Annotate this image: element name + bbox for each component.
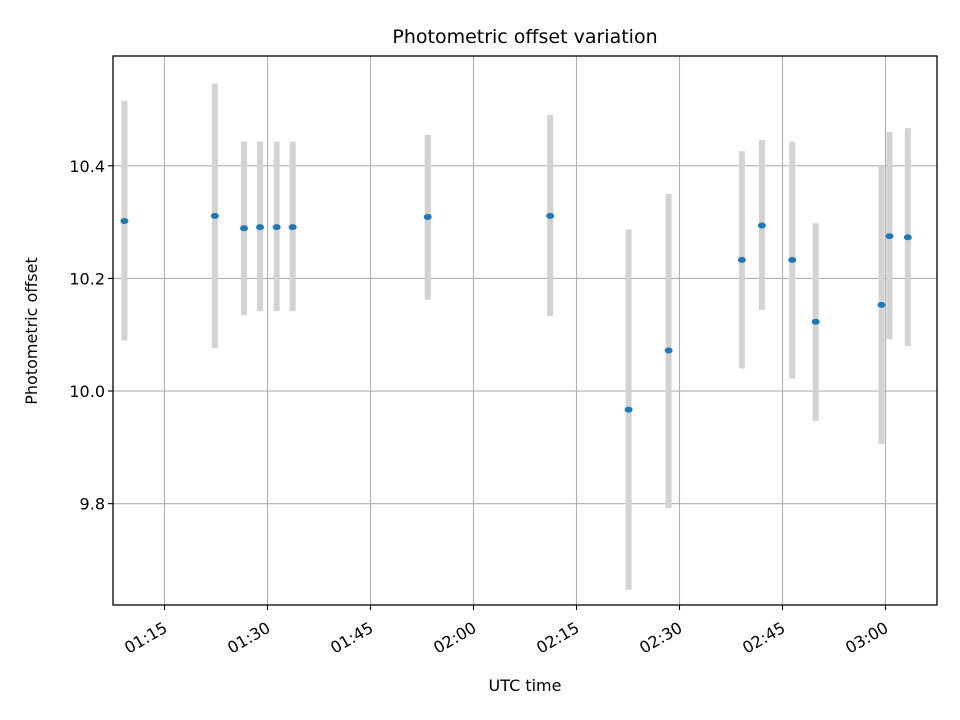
data-point (757, 222, 766, 229)
data-point (120, 217, 129, 224)
data-point (210, 212, 219, 219)
data-point (272, 224, 281, 231)
x-tick-label: 02:45 (739, 618, 788, 658)
data-point (885, 233, 894, 240)
data-point (288, 224, 297, 231)
y-tick-label: 10.2 (69, 269, 105, 288)
data-point (788, 256, 797, 263)
data-points (120, 212, 912, 413)
data-point (624, 406, 633, 413)
x-axis-ticks: 01:15 01:30 01:45 02:00 02:15 02:30 02:45 03:00 (121, 605, 892, 658)
x-axis-label: UTC time (489, 676, 562, 695)
x-tick-label: 02:15 (533, 618, 582, 658)
grid (113, 56, 937, 605)
x-tick-label: 01:45 (327, 618, 376, 658)
y-tick-label: 10.0 (69, 382, 105, 401)
data-point (240, 225, 249, 232)
y-tick-label: 9.8 (80, 495, 105, 514)
data-point (546, 212, 555, 219)
data-point (423, 214, 432, 221)
x-tick-label: 02:30 (636, 618, 685, 658)
plot-frame (112, 55, 938, 606)
data-point (737, 256, 746, 263)
x-tick-label: 02:00 (430, 618, 479, 658)
chart-title: Photometric offset variation (392, 26, 657, 48)
y-axis-ticks: 9.8 10.0 10.2 10.4 (69, 157, 113, 514)
error-bars (121, 83, 911, 590)
data-point (256, 224, 265, 231)
data-point (903, 234, 912, 241)
data-point (811, 318, 820, 325)
x-tick-label: 01:30 (224, 618, 273, 658)
x-tick-label: 01:15 (121, 618, 170, 658)
data-point (664, 347, 673, 354)
y-axis-label: Photometric offset (22, 257, 41, 405)
data-point (877, 301, 886, 308)
y-tick-label: 10.4 (69, 157, 105, 176)
x-tick-label: 03:00 (842, 618, 891, 658)
